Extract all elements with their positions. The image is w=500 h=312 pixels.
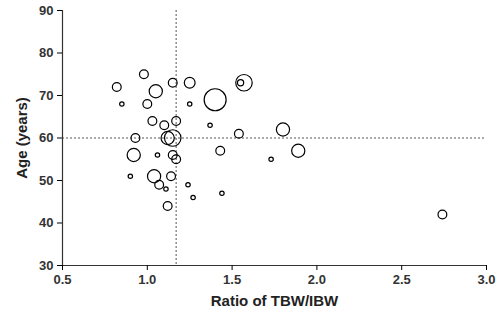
svg-text:1.0: 1.0: [138, 272, 156, 287]
svg-text:2.5: 2.5: [393, 272, 411, 287]
svg-text:80: 80: [39, 45, 53, 60]
svg-text:0.5: 0.5: [53, 272, 71, 287]
svg-text:50: 50: [39, 173, 53, 188]
svg-text:60: 60: [39, 130, 53, 145]
svg-text:3.0: 3.0: [477, 272, 495, 287]
svg-text:40: 40: [39, 215, 53, 230]
svg-text:1.5: 1.5: [223, 272, 241, 287]
svg-text:90: 90: [39, 3, 53, 18]
svg-text:2.0: 2.0: [308, 272, 326, 287]
svg-text:Ratio of TBW/IBW: Ratio of TBW/IBW: [211, 292, 339, 309]
svg-text:Age (years): Age (years): [13, 97, 30, 179]
svg-text:30: 30: [39, 258, 53, 273]
svg-text:70: 70: [39, 88, 53, 103]
